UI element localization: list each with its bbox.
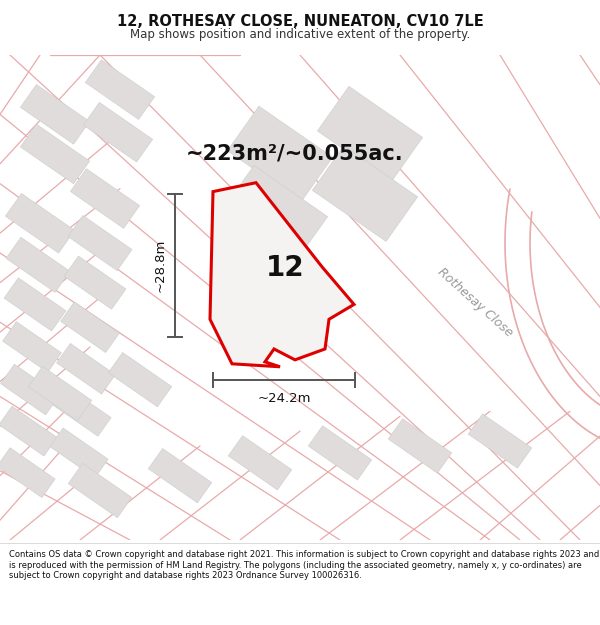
Polygon shape xyxy=(53,386,111,436)
Polygon shape xyxy=(228,436,292,490)
Polygon shape xyxy=(313,146,418,241)
Polygon shape xyxy=(210,182,354,367)
Polygon shape xyxy=(2,322,61,372)
Polygon shape xyxy=(5,194,74,253)
Polygon shape xyxy=(68,216,132,271)
Polygon shape xyxy=(6,238,70,292)
Polygon shape xyxy=(4,278,66,331)
Text: Rothesay Close: Rothesay Close xyxy=(435,266,515,339)
Polygon shape xyxy=(83,102,152,162)
Text: ~28.8m: ~28.8m xyxy=(154,239,167,292)
Polygon shape xyxy=(20,124,89,184)
Text: 12, ROTHESAY CLOSE, NUNEATON, CV10 7LE: 12, ROTHESAY CLOSE, NUNEATON, CV10 7LE xyxy=(116,14,484,29)
Polygon shape xyxy=(388,419,452,473)
Polygon shape xyxy=(1,364,59,415)
Polygon shape xyxy=(317,86,422,182)
Text: ~223m²/~0.055ac.: ~223m²/~0.055ac. xyxy=(186,144,404,164)
Polygon shape xyxy=(108,352,172,407)
Polygon shape xyxy=(308,426,372,480)
Polygon shape xyxy=(227,106,332,202)
Polygon shape xyxy=(85,60,155,119)
Text: 12: 12 xyxy=(266,254,304,282)
Polygon shape xyxy=(56,343,115,394)
Polygon shape xyxy=(223,166,328,261)
Polygon shape xyxy=(50,428,108,478)
Polygon shape xyxy=(217,225,323,321)
Polygon shape xyxy=(20,84,89,144)
Polygon shape xyxy=(68,463,132,518)
Polygon shape xyxy=(0,406,57,456)
Text: Contains OS data © Crown copyright and database right 2021. This information is : Contains OS data © Crown copyright and d… xyxy=(9,550,599,580)
Polygon shape xyxy=(61,302,119,352)
Polygon shape xyxy=(64,256,126,309)
Polygon shape xyxy=(148,449,212,503)
Polygon shape xyxy=(0,448,55,498)
Text: Map shows position and indicative extent of the property.: Map shows position and indicative extent… xyxy=(130,28,470,41)
Polygon shape xyxy=(28,366,92,421)
Polygon shape xyxy=(468,414,532,468)
Text: ~24.2m: ~24.2m xyxy=(257,391,311,404)
Polygon shape xyxy=(70,169,140,228)
